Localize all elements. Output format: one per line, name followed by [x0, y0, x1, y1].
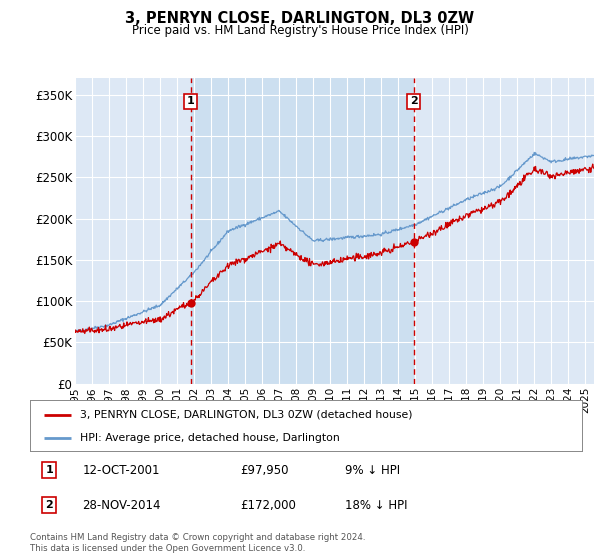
Text: 1: 1 [187, 96, 194, 106]
Text: 1: 1 [46, 465, 53, 475]
Text: 2: 2 [410, 96, 418, 106]
Text: £97,950: £97,950 [240, 464, 288, 477]
Text: Contains HM Land Registry data © Crown copyright and database right 2024.
This d: Contains HM Land Registry data © Crown c… [30, 533, 365, 553]
Bar [191, 78, 414, 384]
Text: Price paid vs. HM Land Registry's House Price Index (HPI): Price paid vs. HM Land Registry's House … [131, 24, 469, 36]
Text: 3, PENRYN CLOSE, DARLINGTON, DL3 0ZW: 3, PENRYN CLOSE, DARLINGTON, DL3 0ZW [125, 11, 475, 26]
Text: HPI: Average price, detached house, Darlington: HPI: Average price, detached house, Darl… [80, 433, 340, 443]
Text: 12-OCT-2001: 12-OCT-2001 [82, 464, 160, 477]
Text: 3, PENRYN CLOSE, DARLINGTON, DL3 0ZW (detached house): 3, PENRYN CLOSE, DARLINGTON, DL3 0ZW (de… [80, 409, 412, 419]
Text: £172,000: £172,000 [240, 498, 296, 511]
Text: 2: 2 [46, 500, 53, 510]
Text: 18% ↓ HPI: 18% ↓ HPI [344, 498, 407, 511]
Text: 9% ↓ HPI: 9% ↓ HPI [344, 464, 400, 477]
Text: 28-NOV-2014: 28-NOV-2014 [82, 498, 161, 511]
